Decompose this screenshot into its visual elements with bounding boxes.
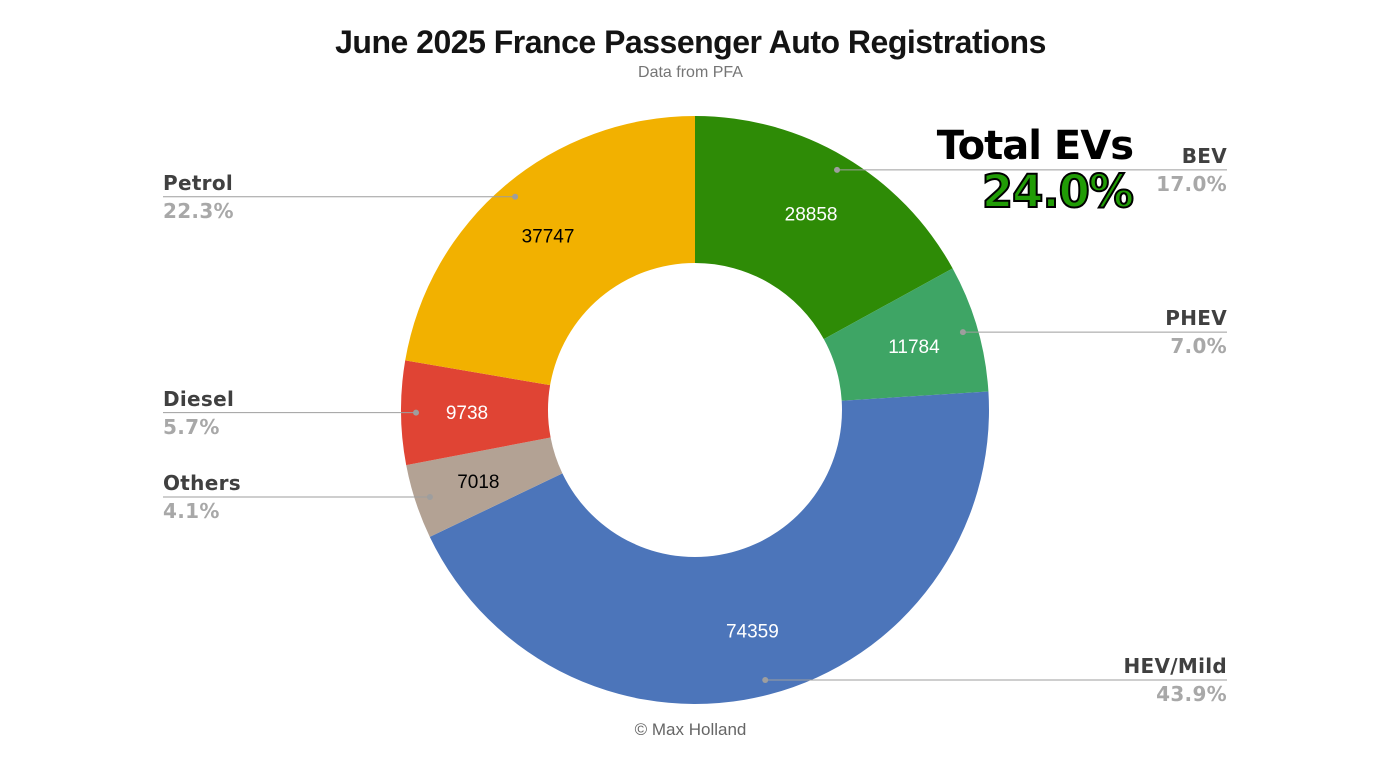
total-evs-value: 24.0% <box>981 165 1135 218</box>
slice-value-bev: 28858 <box>785 204 838 225</box>
slice-pct-hev-mild: 43.9% <box>1156 682 1227 706</box>
slice-hev-mild <box>429 391 990 704</box>
credit-text: © Max Holland <box>634 720 747 739</box>
label-bev: BEV 17.0% <box>1156 146 1227 195</box>
slice-pct-phev: 7.0% <box>1170 334 1227 358</box>
slice-name-petrol: Petrol <box>163 171 234 195</box>
label-hev-mild: HEV/Mild 43.9% <box>1123 656 1227 705</box>
slice-pct-others: 4.1% <box>163 499 220 523</box>
label-others: Others 4.1% <box>163 473 241 522</box>
leader-dot-hev-mild <box>762 677 769 684</box>
leader-dot-bev <box>834 166 841 173</box>
leader-dot-petrol <box>512 193 519 200</box>
slice-petrol <box>405 116 695 386</box>
slice-name-others: Others <box>163 471 241 495</box>
slice-name-bev: BEV <box>1181 144 1227 168</box>
chart-subtitle: Data from PFA <box>638 64 743 81</box>
page-title: June 2025 France Passenger Auto Registra… <box>335 24 1046 60</box>
slice-pct-bev: 17.0% <box>1156 172 1227 196</box>
label-diesel: Diesel 5.7% <box>163 389 234 438</box>
slice-bev <box>695 116 953 340</box>
leader-dot-diesel <box>413 409 420 416</box>
slice-others <box>406 437 563 537</box>
slice-value-others: 7018 <box>457 472 499 493</box>
label-petrol: Petrol 22.3% <box>163 173 234 222</box>
total-evs-label: Total EVs <box>936 123 1134 169</box>
slice-phev <box>823 268 989 401</box>
slice-name-hev-mild: HEV/Mild <box>1123 654 1227 678</box>
total-evs-annotation: Total EVs 24.0% <box>936 123 1135 218</box>
slice-value-petrol: 37747 <box>522 226 575 247</box>
slice-name-diesel: Diesel <box>163 387 235 411</box>
slice-name-phev: PHEV <box>1165 306 1227 330</box>
label-phev: PHEV 7.0% <box>1165 308 1227 357</box>
slice-value-diesel: 9738 <box>446 403 488 424</box>
slice-value-hev-mild: 74359 <box>726 621 779 642</box>
leader-dot-phev <box>959 329 966 336</box>
slice-diesel <box>400 360 551 466</box>
slice-value-phev: 11784 <box>888 337 940 358</box>
slice-pct-diesel: 5.7% <box>163 415 220 439</box>
leader-dot-others <box>426 494 433 501</box>
slice-pct-petrol: 22.3% <box>163 199 234 223</box>
